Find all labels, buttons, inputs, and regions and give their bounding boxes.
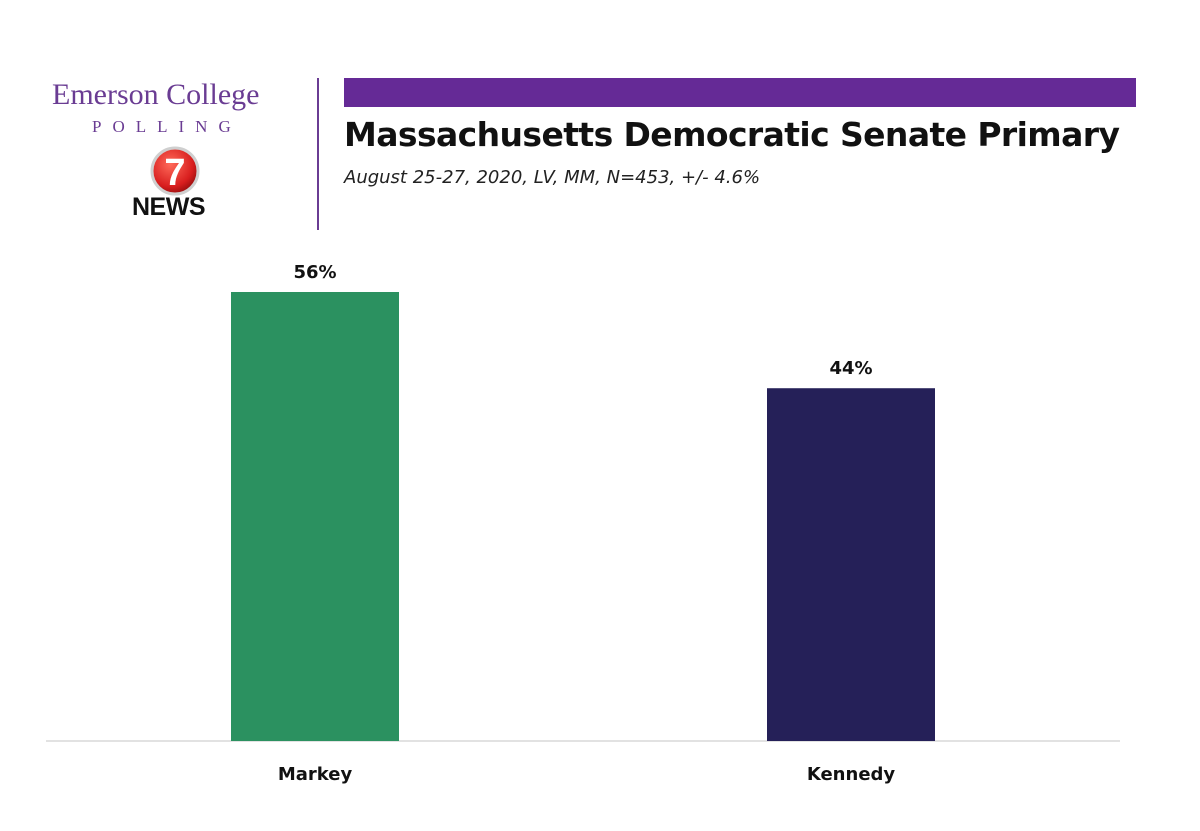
channel-7-logo-icon: 7 — [150, 146, 200, 196]
data-label-kennedy: 44% — [829, 358, 872, 379]
chart-title: Massachusetts Democratic Senate Primary — [344, 115, 1120, 154]
emerson-college-logo-text: Emerson College — [52, 78, 260, 111]
polling-logo-text: POLLING — [92, 117, 242, 136]
tick-label-kennedy: Kennedy — [807, 764, 896, 785]
chart-subtitle: August 25-27, 2020, LV, MM, N=453, +/- 4… — [344, 167, 761, 188]
data-label-markey: 56% — [293, 262, 336, 283]
header-divider — [317, 78, 319, 230]
channel-number: 7 — [164, 152, 185, 194]
news-logo-text: NEWS — [132, 193, 206, 221]
bar-kennedy — [767, 388, 935, 741]
header-accent-bar — [344, 78, 1136, 107]
bar-markey — [231, 292, 399, 741]
tick-label-markey: Markey — [278, 764, 353, 785]
